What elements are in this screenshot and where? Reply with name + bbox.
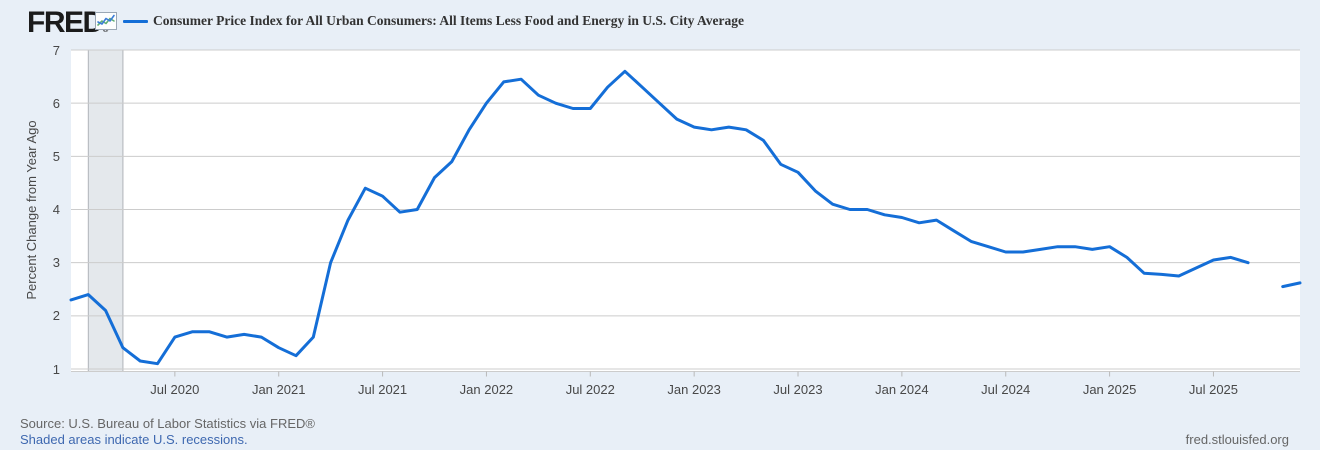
y-tick-label: 4	[52, 202, 60, 217]
series-line[interactable]	[69, 69, 1302, 366]
x-tick-label: Jul 2023	[773, 382, 823, 397]
x-tick-label: Jan 2025	[1082, 382, 1137, 397]
x-tick-label: Jul 2024	[981, 382, 1031, 397]
y-tick-label: 7	[52, 42, 60, 58]
recession-note-link[interactable]: Shaded areas indicate U.S. recessions.	[20, 432, 248, 447]
x-tick-label: Jul 2025	[1188, 382, 1239, 397]
chart-plot-area[interactable]	[0, 0, 1320, 412]
fred-sparkline-icon	[95, 12, 117, 30]
x-tick-label: Jan 2021	[251, 382, 306, 397]
y-tick-label: 5	[52, 148, 60, 164]
y-tick-label: 1	[52, 361, 60, 377]
x-tick-label: Jan 2023	[667, 382, 721, 397]
x-tick-label: Jan 2022	[459, 382, 514, 397]
x-tick-label: Jul 2022	[565, 382, 615, 397]
plot-background	[71, 50, 1300, 372]
source-note: Source: U.S. Bureau of Labor Statistics …	[20, 416, 315, 431]
y-tick-label: 6	[52, 95, 60, 111]
x-tick-label: Jan 2024	[875, 382, 929, 397]
y-tick-label: 3	[52, 255, 60, 271]
fred-site-link[interactable]: fred.stlouisfed.org	[1185, 432, 1289, 447]
series-title: Consumer Price Index for All Urban Consu…	[153, 13, 745, 28]
series-legend-dash	[123, 20, 148, 23]
recession-band	[88, 50, 123, 372]
x-tick-label: Jul 2020	[150, 382, 200, 397]
x-tick-label: Jul 2021	[357, 382, 408, 397]
fred-logo-text: FRED	[27, 6, 104, 39]
y-tick-label: 2	[52, 308, 60, 324]
